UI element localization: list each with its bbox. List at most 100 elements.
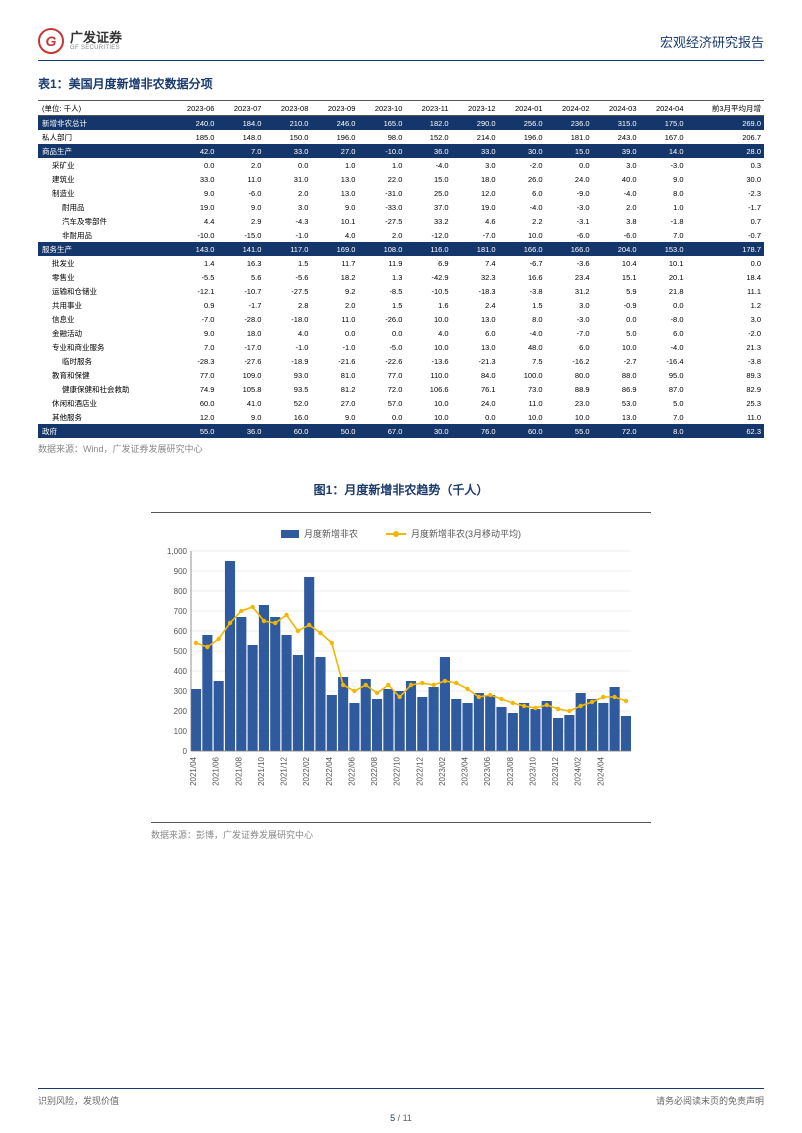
- cell: -13.6: [405, 354, 451, 368]
- cell: -3.0: [640, 158, 687, 172]
- cell: -16.2: [546, 354, 593, 368]
- svg-text:2023/08: 2023/08: [506, 756, 515, 785]
- cell: 152.0: [405, 130, 451, 144]
- cell: 7.0: [217, 144, 264, 158]
- line-swatch: [386, 533, 406, 535]
- row-label: 服务生产: [38, 242, 170, 256]
- cell: 21.8: [640, 284, 687, 298]
- cell: 2.0: [264, 186, 311, 200]
- cell: 0.0: [593, 312, 640, 326]
- cell: 181.0: [452, 242, 499, 256]
- svg-text:2022/06: 2022/06: [347, 756, 356, 785]
- svg-text:2022/12: 2022/12: [415, 756, 424, 785]
- cell: 1.0: [311, 158, 358, 172]
- footer-left: 识别风险，发现价值: [38, 1094, 119, 1107]
- svg-text:500: 500: [174, 647, 188, 656]
- col-header: 2024-04: [640, 101, 687, 116]
- svg-text:0: 0: [183, 747, 188, 756]
- cell: 6.0: [499, 186, 546, 200]
- report-type: 宏观经济研究报告: [660, 32, 764, 51]
- cell: 1.0: [358, 158, 405, 172]
- table-row: 健康保健和社会救助74.9105.893.581.272.0106.676.17…: [38, 382, 764, 396]
- cell: -8.5: [358, 284, 405, 298]
- table-row: 商品生产42.07.033.027.0-10.036.033.030.015.0…: [38, 144, 764, 158]
- cell: 27.0: [311, 396, 358, 410]
- cell: 1.6: [405, 298, 451, 312]
- cell: 12.0: [170, 410, 217, 424]
- cell: 8.0: [640, 186, 687, 200]
- cell: 72.0: [593, 424, 640, 438]
- cell: 0.0: [264, 158, 311, 172]
- cell: 15.0: [546, 144, 593, 158]
- cell: 95.0: [640, 368, 687, 382]
- cell: 9.0: [217, 200, 264, 214]
- svg-text:2022/10: 2022/10: [393, 756, 402, 785]
- cell: 32.3: [452, 270, 499, 284]
- cell: 27.0: [311, 144, 358, 158]
- cell: 166.0: [499, 242, 546, 256]
- table-row: 制造业9.0-6.02.013.0-31.025.012.06.0-9.0-4.…: [38, 186, 764, 200]
- cell: 76.1: [452, 382, 499, 396]
- cell: 13.0: [452, 312, 499, 326]
- cell: 1.5: [499, 298, 546, 312]
- row-label: 休闲和酒店业: [38, 396, 170, 410]
- cell: 11.0: [687, 410, 765, 424]
- cell: 13.0: [311, 186, 358, 200]
- chart1-wrap: 月度新增非农 月度新增非农(3月移动平均) 010020030040050060…: [151, 512, 651, 841]
- cell: 23.4: [546, 270, 593, 284]
- cell: -18.9: [264, 354, 311, 368]
- cell: 87.0: [640, 382, 687, 396]
- row-label: 共用事业: [38, 298, 170, 312]
- cell: 25.3: [687, 396, 765, 410]
- row-label: 金融活动: [38, 326, 170, 340]
- cell: 3.0: [546, 298, 593, 312]
- cell: 210.0: [264, 116, 311, 131]
- cell: 93.5: [264, 382, 311, 396]
- cell: 1.5: [358, 298, 405, 312]
- header: G 广发证券 GF SECURITIES 宏观经济研究报告: [38, 28, 764, 61]
- col-header: 2023-08: [264, 101, 311, 116]
- cell: 5.9: [593, 284, 640, 298]
- table-row: 运输和仓储业-12.1-10.7-27.59.2-8.5-10.5-18.3-3…: [38, 284, 764, 298]
- cell: 0.7: [687, 214, 765, 228]
- cell: -4.3: [264, 214, 311, 228]
- cell: 6.0: [640, 326, 687, 340]
- unit-cell: (单位: 千人): [38, 101, 170, 116]
- cell: -3.8: [687, 354, 765, 368]
- cell: 9.2: [311, 284, 358, 298]
- cell: 13.0: [311, 172, 358, 186]
- svg-text:2023/12: 2023/12: [551, 756, 560, 785]
- cell: -2.0: [687, 326, 765, 340]
- cell: 206.7: [687, 130, 765, 144]
- cell: 18.4: [687, 270, 765, 284]
- cell: 2.2: [499, 214, 546, 228]
- cell: 30.0: [405, 424, 451, 438]
- legend-bar: 月度新增非农: [281, 527, 358, 540]
- cell: 10.1: [640, 256, 687, 270]
- cell: 82.9: [687, 382, 765, 396]
- cell: 33.2: [405, 214, 451, 228]
- cell: 178.7: [687, 242, 765, 256]
- row-label: 信息业: [38, 312, 170, 326]
- col-header: 2023-12: [452, 101, 499, 116]
- cell: -1.7: [687, 200, 765, 214]
- cell: 33.0: [264, 144, 311, 158]
- cell: 22.0: [358, 172, 405, 186]
- table-row: 教育和保健77.0109.093.081.077.0110.084.0100.0…: [38, 368, 764, 382]
- col-header: 2023-10: [358, 101, 405, 116]
- cell: 88.0: [593, 368, 640, 382]
- cell: -5.5: [170, 270, 217, 284]
- cell: -3.0: [546, 312, 593, 326]
- row-label: 非耐用品: [38, 228, 170, 242]
- cell: 10.4: [593, 256, 640, 270]
- cell: -6.0: [546, 228, 593, 242]
- cell: -5.6: [264, 270, 311, 284]
- cell: 196.0: [311, 130, 358, 144]
- cell: 3.0: [687, 312, 765, 326]
- page: G 广发证券 GF SECURITIES 宏观经济研究报告 表1：美国月度新增非…: [0, 0, 802, 841]
- svg-text:2023/02: 2023/02: [438, 756, 447, 785]
- cell: -4.0: [593, 186, 640, 200]
- table1: (单位: 千人)2023-062023-072023-082023-092023…: [38, 100, 764, 438]
- cell: 2.9: [217, 214, 264, 228]
- cell: 2.0: [311, 298, 358, 312]
